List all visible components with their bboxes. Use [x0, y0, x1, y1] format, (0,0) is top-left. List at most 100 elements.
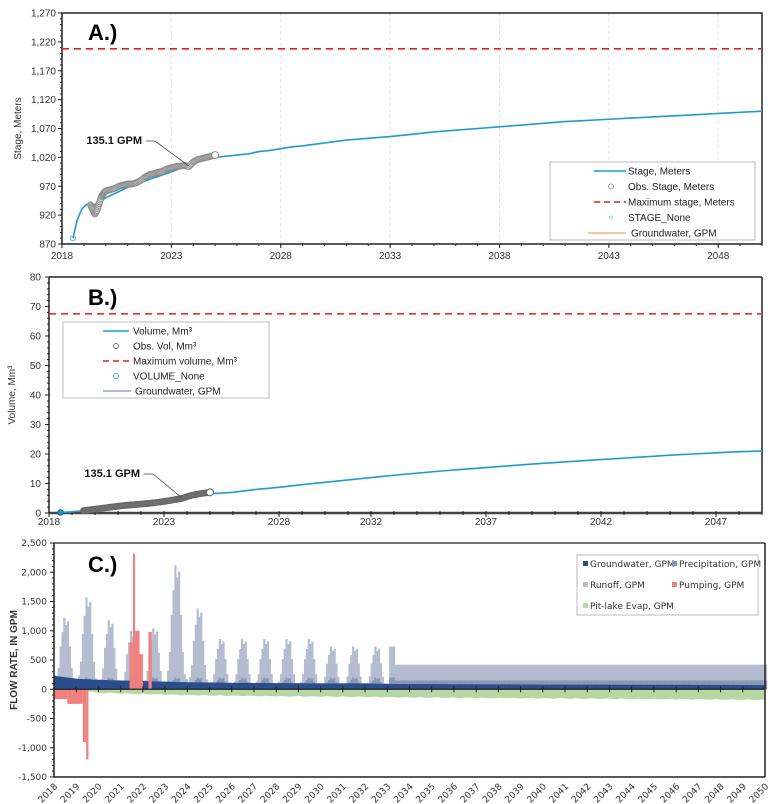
runoff-bar	[513, 664, 516, 690]
runoff-bar	[622, 664, 625, 690]
runoff-bar	[555, 664, 558, 690]
runoff-bar	[285, 638, 288, 690]
pumping-bar	[129, 642, 133, 690]
runoff-bar	[168, 652, 171, 690]
runoff-bar	[674, 664, 677, 690]
runoff-bar	[733, 664, 736, 690]
runoff-bar	[603, 664, 607, 690]
y-tick-label: -1,500	[18, 773, 47, 783]
runoff-bar	[511, 664, 514, 690]
runoff-bar	[524, 664, 527, 690]
runoff-bar	[748, 664, 751, 690]
runoff-bar	[576, 664, 579, 690]
runoff-bar	[376, 650, 379, 690]
runoff-bar	[577, 664, 581, 690]
runoff-bar	[546, 664, 549, 690]
runoff-bar	[631, 664, 634, 690]
runoff-bar	[359, 676, 362, 690]
legend-entry: Groundwater, GPM	[590, 560, 675, 570]
runoff-bar	[611, 664, 614, 690]
runoff-bar	[713, 664, 716, 690]
panel-label-a: A.)	[88, 20, 117, 45]
runoff-bar	[635, 664, 638, 690]
runoff-bar	[218, 638, 221, 690]
groundwater-area	[54, 675, 765, 690]
x-tick-label: 2028	[268, 517, 291, 528]
runoff-bar	[124, 671, 127, 690]
stage-line	[72, 110, 763, 239]
runoff-bar	[381, 676, 384, 690]
runoff-bar	[613, 664, 616, 690]
runoff-bar	[587, 664, 590, 690]
runoff-bar	[172, 590, 175, 690]
runoff-bar	[266, 641, 270, 690]
runoff-bar	[746, 664, 749, 690]
runoff-bar	[83, 615, 86, 690]
runoff-bar	[409, 664, 412, 690]
volume-none-marker	[57, 509, 64, 516]
x-tick-label: 2041	[548, 782, 571, 804]
precipitation-bar	[742, 680, 745, 690]
runoff-bar	[178, 571, 181, 690]
runoff-bar	[559, 664, 562, 690]
x-tick-label: 2048	[707, 251, 730, 262]
runoff-bar	[257, 674, 260, 690]
runoff-bar	[709, 664, 712, 690]
runoff-bar	[715, 664, 718, 690]
y-tick-label: 1,170	[31, 66, 56, 77]
runoff-bar	[735, 664, 738, 690]
runoff-bar	[281, 659, 284, 690]
legend-swatch	[583, 603, 588, 608]
runoff-bar	[520, 664, 523, 690]
runoff-bar	[561, 664, 564, 690]
runoff-bar	[200, 612, 203, 690]
runoff-bar	[626, 664, 629, 690]
runoff-bar	[572, 664, 575, 690]
y-tick-label: 0	[35, 509, 41, 520]
runoff-bar	[570, 664, 573, 690]
runoff-bar	[509, 664, 512, 690]
runoff-bar	[757, 664, 760, 690]
runoff-bar	[279, 674, 283, 690]
runoff-bar	[465, 664, 468, 690]
runoff-bar	[670, 664, 673, 690]
runoff-bar	[422, 664, 425, 690]
runoff-bar	[259, 659, 262, 690]
runoff-bar	[672, 664, 675, 690]
runoff-bar	[283, 649, 286, 690]
runoff-bar	[402, 664, 405, 690]
legend-swatch-none	[609, 215, 613, 220]
pumping-bar	[135, 630, 140, 690]
runoff-bar	[311, 641, 314, 690]
annotation-leader	[146, 140, 190, 167]
y-axis-title: FLOW RATE, IN GPM	[9, 610, 20, 710]
runoff-bar	[605, 664, 608, 690]
runoff-bar	[440, 664, 444, 690]
runoff-bar	[698, 664, 701, 690]
runoff-bar	[474, 664, 477, 690]
runoff-bar	[627, 664, 631, 690]
runoff-bar	[515, 664, 518, 690]
x-tick-label: 2048	[703, 782, 726, 804]
runoff-bar	[191, 665, 194, 690]
runoff-bar	[215, 659, 218, 690]
runoff-bar	[598, 664, 601, 690]
runoff-bar	[292, 674, 296, 690]
runoff-bar	[102, 668, 105, 690]
runoff-bar	[435, 664, 438, 690]
runoff-bar	[557, 664, 560, 690]
runoff-bar	[239, 649, 242, 690]
x-tick-label: 2018	[37, 782, 60, 804]
runoff-bar	[681, 664, 684, 690]
legend-c	[576, 554, 759, 616]
runoff-bar	[663, 664, 666, 690]
runoff-bar	[652, 664, 655, 690]
annotation-leader	[144, 473, 183, 499]
runoff-bar	[353, 650, 357, 690]
runoff-bar	[479, 664, 483, 690]
runoff-bar	[261, 649, 264, 690]
runoff-bar	[483, 664, 486, 690]
runoff-bar	[590, 664, 594, 690]
y-tick-label: 0	[41, 685, 47, 695]
runoff-bar	[194, 624, 197, 690]
